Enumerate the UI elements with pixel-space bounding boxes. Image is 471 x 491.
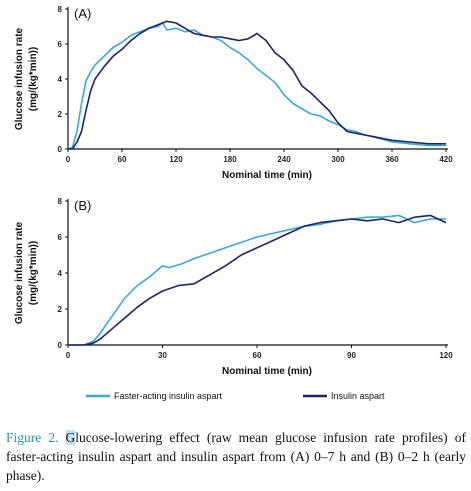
- panel-b-y-tick-label: 0: [58, 341, 63, 350]
- legend-label-faster-acting-insulin-aspart: Faster-acting insulin aspart: [114, 391, 223, 401]
- panel-a-x-tick-label: 0: [66, 155, 71, 164]
- panel-b-x-tick-label: 90: [347, 351, 356, 360]
- legend-label-insulin-aspart: Insulin aspart: [331, 391, 385, 401]
- panel-a-x-tick-label: 180: [223, 155, 237, 164]
- panel-a-y-tick-label: 6: [58, 40, 63, 49]
- panel-a-y-tick-label: 0: [58, 145, 63, 154]
- figure-caption: Figure 2. Glucose-lowering effect (raw m…: [6, 428, 466, 485]
- panel-b-x-axis-label: Nominal time (min): [222, 366, 312, 377]
- panel-b-y-tick-label: 4: [58, 269, 63, 278]
- panel-a-series-insulin-aspart-line: [68, 20, 446, 150]
- panel-a-y-axis-label: Glucose infusion rate: [14, 27, 25, 130]
- panel-a-series-faster-acting-insulin-aspart-line: [67, 22, 446, 150]
- panel-a-x-tick-label: 60: [118, 155, 127, 164]
- caption-text: lucose-lowering effect (raw mean glucose…: [6, 430, 466, 483]
- panel-a-y-tick-label: 8: [58, 5, 63, 14]
- panel-a-x-tick-label: 420: [439, 155, 453, 164]
- panel-a-y-tick-label: 2: [58, 110, 63, 119]
- panel-a-label: (A): [74, 6, 91, 21]
- panel-b-y-tick-label: 6: [58, 233, 63, 242]
- panel-b-x-tick-label: 0: [66, 351, 71, 360]
- panel-a-x-tick-label: 300: [331, 155, 345, 164]
- panel-a-x-tick-label: 240: [277, 155, 291, 164]
- panel-b-y-axis-unit: (mg/(kg*min)): [28, 241, 39, 305]
- panel-b-series-insulin-aspart-line: [68, 214, 447, 346]
- panel-b-y-tick-label: 2: [58, 305, 63, 314]
- panel-a-x-tick-label: 120: [169, 155, 183, 164]
- caption-label: Figure 2.: [6, 430, 59, 445]
- panel-b-x-tick-label: 120: [439, 351, 453, 360]
- panel-a-y-axis-unit: (mg/(kg*min)): [28, 47, 39, 111]
- caption-highlight: G: [65, 430, 76, 445]
- panel-b-x-tick-label: 30: [158, 351, 167, 360]
- panel-b-series-faster-acting-insulin-aspart-line: [68, 214, 446, 346]
- panel-b-x-tick-label: 60: [253, 351, 262, 360]
- panel-b-y-tick-label: 8: [58, 197, 63, 206]
- panel-a-x-tick-label: 360: [385, 155, 399, 164]
- panel-a-y-tick-label: 4: [58, 75, 63, 84]
- panel-b-y-axis-label: Glucose infusion rate: [14, 221, 25, 324]
- panel-a-x-axis-label: Nominal time (min): [222, 170, 312, 181]
- panel-b-label: (B): [74, 198, 91, 213]
